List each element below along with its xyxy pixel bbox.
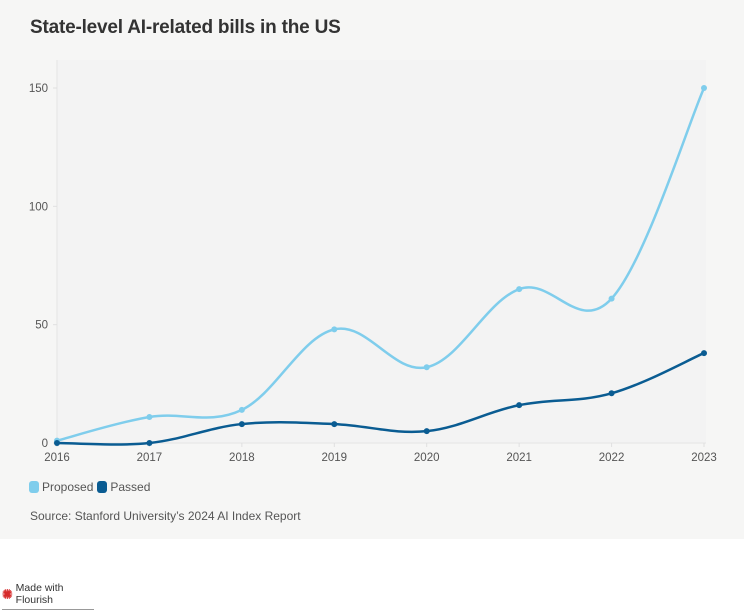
line-chart: 0 50 100 150 2016 2017 2018 2019 2020 2021 2022 202… (29, 60, 717, 464)
data-point-passed-2023[interactable] (701, 350, 707, 357)
x-tick-label: 2023 (691, 452, 717, 464)
flourish-branding-link[interactable]: Made with Flourish (2, 582, 94, 610)
data-point-passed-2021[interactable] (516, 402, 523, 409)
data-point-passed-2022[interactable] (608, 390, 615, 397)
y-tick-label: 100 (29, 201, 48, 213)
legend-swatch-proposed (29, 481, 39, 493)
plot-area (57, 60, 706, 443)
series-line-proposed (55, 86, 706, 442)
data-point-passed-2017[interactable] (146, 440, 153, 446)
data-point-proposed-2022[interactable] (608, 295, 615, 302)
legend-swatch-passed (97, 481, 108, 493)
x-tick-label: 2020 (414, 452, 440, 464)
flourish-label: Made with Flourish (15, 582, 64, 606)
data-point-passed-2016[interactable] (54, 440, 60, 446)
data-point-proposed-2021[interactable] (516, 286, 523, 293)
x-tick-label: 2016 (44, 452, 70, 464)
y-tick-label: 50 (35, 320, 48, 332)
series-points (54, 85, 707, 446)
data-point-proposed-2020[interactable] (423, 364, 430, 371)
y-tick-label: 0 (42, 438, 48, 450)
data-point-proposed-2019[interactable] (331, 326, 338, 333)
source-note: Source: Stanford University’s 2024 AI In… (30, 509, 301, 523)
flourish-logo-icon (2, 589, 13, 599)
legend-label-passed: Passed (110, 480, 151, 494)
legend: Proposed Passed (29, 480, 154, 494)
x-tick-label: 2021 (506, 452, 532, 464)
x-tick-label: 2018 (229, 452, 255, 464)
data-point-passed-2019[interactable] (331, 421, 338, 428)
axes: 0 50 100 150 2016 2017 2018 2019 2020 2021 2022 202… (29, 60, 717, 464)
data-point-proposed-2023[interactable] (701, 85, 707, 91)
x-tick-label: 2022 (599, 452, 625, 464)
data-point-proposed-2017[interactable] (146, 413, 153, 420)
legend-label-proposed: Proposed (42, 480, 94, 494)
legend-item-proposed[interactable]: Proposed (29, 480, 93, 494)
chart-title: State-level AI-related bills in the US (30, 17, 341, 38)
y-tick-label: 150 (29, 83, 48, 95)
chart-card: State-level AI-related bills in the US 0… (28, 17, 717, 523)
legend-item-passed[interactable]: Passed (97, 480, 150, 494)
data-point-proposed-2018[interactable] (238, 406, 245, 413)
x-tick-label: 2019 (321, 452, 347, 464)
data-point-passed-2020[interactable] (423, 428, 430, 435)
x-tick-label: 2017 (137, 452, 163, 464)
data-point-passed-2018[interactable] (238, 421, 245, 428)
